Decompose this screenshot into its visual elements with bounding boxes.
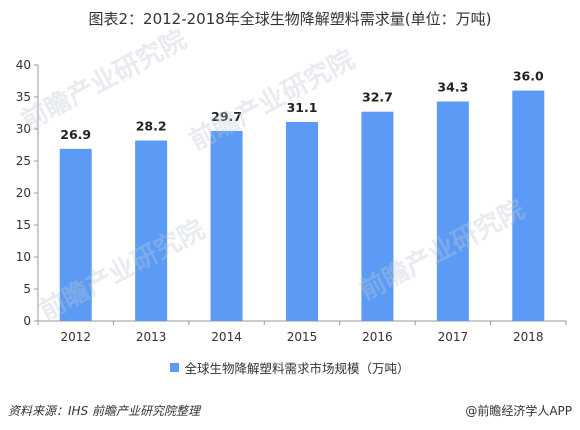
data-label: 32.7 — [362, 90, 393, 105]
data-label: 31.1 — [287, 100, 318, 115]
legend-swatch — [170, 363, 180, 372]
x-tick-label: 2018 — [513, 330, 544, 344]
x-tick-label: 2016 — [362, 330, 393, 344]
source-note: 资料来源：IHS 前瞻产业研究院整理 — [8, 404, 200, 418]
data-label: 34.3 — [437, 79, 468, 94]
chart-title: 图表2：2012-2018年全球生物降解塑料需求量(单位：万吨) — [88, 10, 492, 28]
data-label: 29.7 — [211, 109, 242, 124]
bar — [512, 90, 545, 321]
data-label: 28.2 — [136, 119, 167, 134]
bar — [361, 111, 394, 321]
x-tick-label: 2013 — [136, 330, 167, 344]
x-tick-label: 2014 — [211, 330, 242, 344]
y-tick-label: 15 — [16, 218, 31, 232]
data-label: 36.0 — [513, 69, 544, 84]
legend-label: 全球生物降解塑料需求市场规模（万吨） — [184, 361, 410, 376]
bar — [135, 140, 168, 321]
y-tick-label: 5 — [23, 282, 31, 296]
y-tick-label: 25 — [16, 154, 31, 168]
y-tick-label: 0 — [23, 314, 31, 328]
bar-chart: 0 5 10 15 20 25 30 35 40 26.9 2012 28.2 2013 29.7 2014… — [16, 58, 567, 344]
y-tick-label: 40 — [16, 58, 31, 72]
y-tick-label: 20 — [16, 186, 31, 200]
x-tick-label: 2015 — [287, 330, 318, 344]
legend: 全球生物降解塑料需求市场规模（万吨） — [0, 358, 580, 377]
bar — [210, 130, 243, 321]
y-tick-label: 30 — [16, 122, 31, 136]
bar — [436, 101, 469, 321]
y-tick-label: 10 — [16, 250, 31, 264]
y-tick-label: 35 — [16, 90, 31, 104]
x-tick-label: 2017 — [438, 330, 469, 344]
brand-credit: @前瞻经济学人APP — [465, 404, 572, 418]
x-tick-label: 2012 — [60, 330, 91, 344]
data-label: 26.9 — [60, 127, 91, 142]
bar — [59, 148, 92, 321]
bar — [286, 121, 318, 322]
